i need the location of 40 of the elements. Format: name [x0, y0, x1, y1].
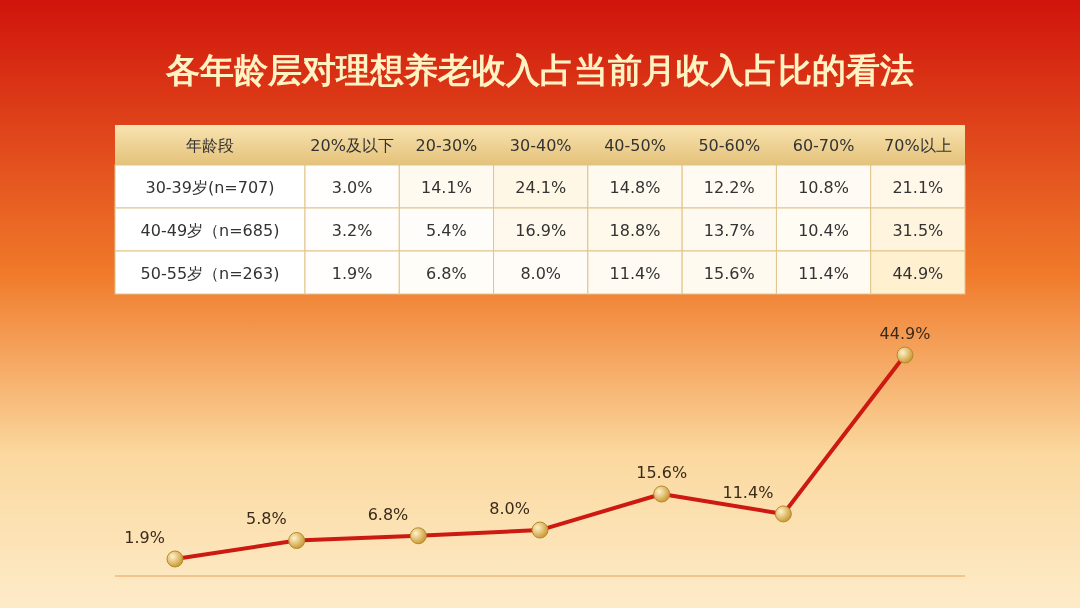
x-tick-label: 30-40% [509, 136, 572, 155]
data-label: 1.9% [331, 263, 373, 283]
data-label: 14.1% [421, 177, 472, 197]
data-label: 11.4% [722, 482, 774, 502]
data-label: 24.1% [515, 177, 567, 197]
data-label: 5.4% [426, 220, 467, 240]
data-label: 8.0% [489, 499, 530, 519]
x-tick-label: 20%及以下 [310, 136, 394, 155]
data-label: 15.6% [703, 263, 755, 283]
data-label: 10.8% [798, 177, 849, 197]
data-label: 6.8% [426, 263, 467, 283]
y-tick-label: 40-49岁（n=685) [140, 220, 280, 240]
data-label: 5.8% [246, 509, 287, 529]
data-label: 15.6% [636, 463, 688, 482]
data-label: 18.8% [609, 220, 661, 240]
y-axis-title: 年龄段 [186, 136, 234, 155]
data-label: 3.2% [331, 220, 373, 240]
data-label: 10.4% [798, 220, 849, 240]
data-label: 11.4% [609, 263, 661, 283]
x-tick-label: 70%以上 [884, 136, 952, 155]
data-label: 8.0% [520, 263, 562, 283]
data-label: 6.8% [367, 504, 409, 524]
data-label: 13.7% [703, 220, 755, 240]
y-tick-label: 50-55岁（n=263) [140, 263, 280, 283]
data-label: 44.9% [879, 324, 931, 343]
data-label: 14.8% [609, 177, 661, 197]
y-tick-label: 30-39岁(n=707) [145, 177, 275, 197]
data-label: 21.1% [892, 177, 944, 197]
x-tick-label: 50-60% [698, 136, 761, 155]
data-label: 1.9% [124, 527, 165, 547]
x-tick-label: 20-30% [415, 136, 478, 155]
data-label: 16.9% [515, 220, 567, 240]
data-label: 31.5% [892, 220, 944, 240]
data-label: 3.0% [331, 177, 373, 197]
x-tick-label: 40-50% [604, 136, 666, 155]
chart-title: 各年龄层对理想养老收入占当前月收入占比的看法 [165, 50, 914, 90]
data-label: 11.4% [798, 263, 849, 283]
data-label: 12.2% [703, 177, 755, 197]
data-label: 44.9% [892, 263, 944, 283]
x-tick-label: 60-70% [792, 136, 855, 155]
